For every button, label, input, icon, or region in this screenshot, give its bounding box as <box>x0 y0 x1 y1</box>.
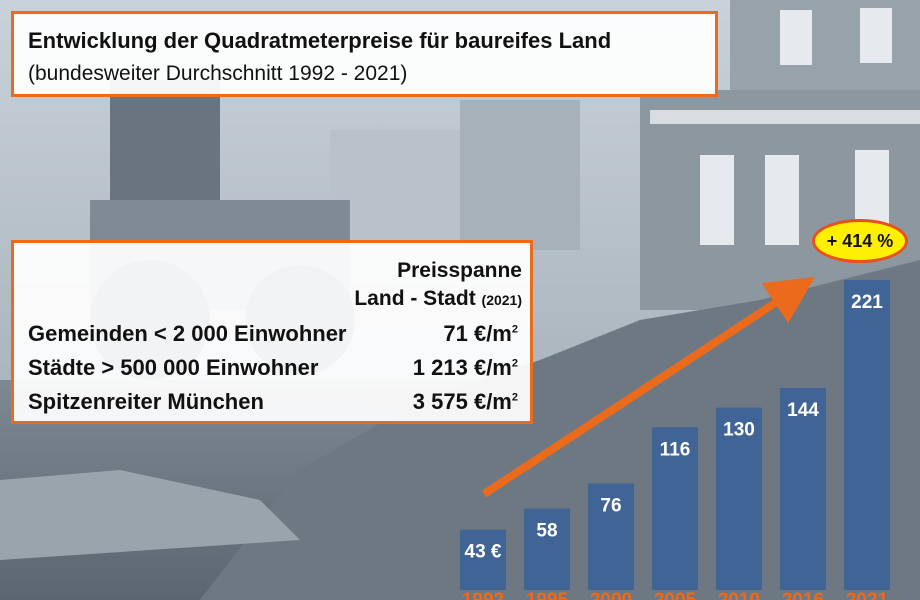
price-row: Spitzenreiter München 3 575 €/m2 <box>28 389 518 419</box>
growth-badge: + 414 % <box>812 219 908 263</box>
chart-subtitle: (bundesweiter Durchschnitt 1992 - 2021) <box>28 62 408 85</box>
bar-value-label: 130 <box>723 420 755 441</box>
price-range-year: (2021) <box>481 292 522 308</box>
price-range-heading-line2: Land - Stadt (2021) <box>354 285 522 314</box>
bar-value-label: 221 <box>851 292 883 313</box>
price-row: Städte > 500 000 Einwohner 1 213 €/m2 <box>28 355 518 385</box>
price-range-heading-text: Land - Stadt <box>354 287 476 310</box>
price-row-label: Spitzenreiter München <box>28 389 264 414</box>
bar <box>588 483 634 590</box>
chart-title: Entwicklung der Quadratmeterpreise für b… <box>28 28 612 53</box>
price-row: Gemeinden < 2 000 Einwohner 71 €/m2 <box>28 321 518 351</box>
bar-value-label: 116 <box>660 439 691 460</box>
growth-arrow <box>481 276 816 498</box>
bar-value-label: 144 <box>787 400 819 421</box>
bar <box>844 280 890 590</box>
bar <box>780 388 826 590</box>
x-tick-label: 1995 <box>526 590 569 600</box>
bar <box>652 427 698 590</box>
bar <box>716 407 762 590</box>
x-tick-label: 2005 <box>654 590 697 600</box>
price-row-label: Gemeinden < 2 000 Einwohner <box>28 321 347 346</box>
price-row-label: Städte > 500 000 Einwohner <box>28 355 319 380</box>
x-tick-label: 2021 <box>846 590 889 600</box>
bar-value-label: 76 <box>600 495 621 516</box>
price-row-value: 3 575 €/m2 <box>412 389 518 414</box>
x-tick-label: 1992 <box>462 590 504 600</box>
bar <box>460 529 506 590</box>
price-row-value: 1 213 €/m2 <box>412 355 518 380</box>
x-tick-label: 2016 <box>782 590 824 600</box>
price-range-heading: Preisspanne Land - Stadt (2021) <box>354 257 522 314</box>
price-range-heading-line1: Preisspanne <box>397 259 522 282</box>
title-box: Entwicklung der Quadratmeterpreise für b… <box>11 11 718 97</box>
bar-value-label: 43 € <box>465 542 502 563</box>
price-range-box: Preisspanne Land - Stadt (2021) Gemeinde… <box>11 240 533 424</box>
price-row-value: 71 €/m2 <box>443 321 518 346</box>
bar <box>524 508 570 590</box>
x-tick-label: 2010 <box>718 590 760 600</box>
bar-value-label: 58 <box>536 521 557 542</box>
